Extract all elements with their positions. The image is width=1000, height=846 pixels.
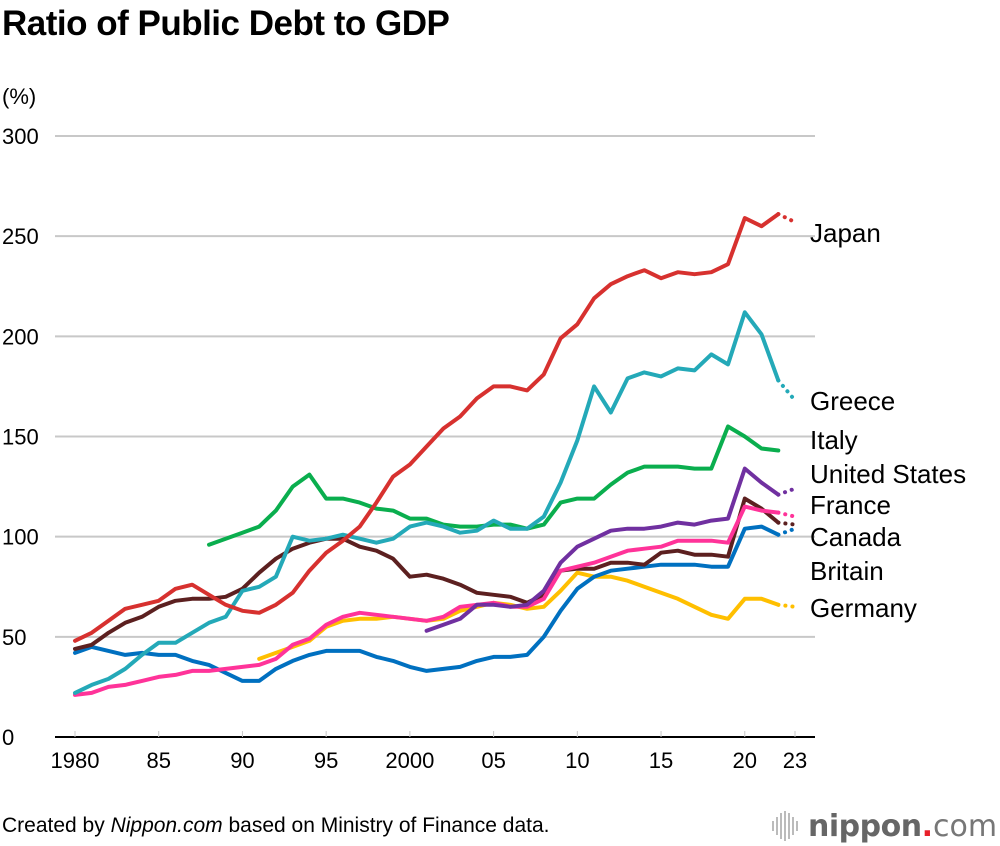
series-projection-germany <box>776 602 797 609</box>
y-tick-label: 300 <box>2 124 39 149</box>
y-tick-label: 50 <box>2 625 26 650</box>
logo-name: nippon <box>808 808 922 844</box>
y-tick-label: 100 <box>2 525 39 550</box>
series-label-canada: Canada <box>810 522 902 552</box>
series-projection-canada <box>776 520 797 527</box>
chart-title: Ratio of Public Debt to GDP <box>2 4 450 43</box>
y-tick-label: 0 <box>2 725 14 750</box>
x-tick-label: 10 <box>565 748 589 773</box>
series-label-germany: Germany <box>810 593 917 623</box>
logo-dot: . <box>921 808 933 844</box>
series-line-france <box>73 504 781 697</box>
series-label-japan: Japan <box>810 218 881 248</box>
series-projection-japan <box>776 212 797 225</box>
credit-line: Created by Nippon.com based on Ministry … <box>2 814 549 838</box>
x-tick-label: 1980 <box>51 748 100 773</box>
y-tick-label: 150 <box>2 425 39 450</box>
x-tick-label: 85 <box>146 748 170 773</box>
series-label-italy: Italy <box>810 425 858 455</box>
x-axis: 1980 85 90 95 2000 05 10 15 20 23 <box>51 731 815 773</box>
x-tick-label: 90 <box>230 748 254 773</box>
credit-suffix: based on Ministry of Finance data. <box>222 814 550 837</box>
x-tick-label: 23 <box>783 748 807 773</box>
series-label-france: France <box>810 490 891 520</box>
series-label-united-states: United States <box>810 459 966 489</box>
series-projection-greece <box>776 378 797 403</box>
series-line-germany <box>257 570 781 661</box>
credit-source: Nippon.com <box>110 814 223 837</box>
credit-prefix: Created by <box>2 814 111 837</box>
logo-tld: com <box>932 808 998 844</box>
series-line-italy <box>207 424 781 547</box>
y-tick-label: 250 <box>2 224 39 249</box>
series-line-britain <box>73 524 781 683</box>
nippon-logo[interactable]: nippon. com <box>772 806 997 846</box>
series-line-greece <box>73 310 781 695</box>
series-projection-united-states <box>776 486 797 497</box>
x-tick-label: 15 <box>649 748 673 773</box>
series-line-japan <box>73 212 781 643</box>
y-axis-unit: (%) <box>2 84 37 109</box>
series-projection-britain <box>776 526 797 537</box>
x-tick-label: 05 <box>481 748 505 773</box>
series-line-united-states <box>424 466 781 633</box>
series-label-britain: Britain <box>810 556 884 586</box>
series-line-canada <box>73 496 781 651</box>
series-label-greece: Greece <box>810 386 895 416</box>
y-axis-ticks: 0 50 100 150 200 250 300 <box>2 124 39 750</box>
x-tick-label: 95 <box>314 748 338 773</box>
x-tick-label: 2000 <box>385 748 434 773</box>
series-lines <box>73 212 797 697</box>
logo-bars-icon <box>772 811 800 841</box>
series-labels: Japan Greece Italy United StatesFranceCanad… <box>810 218 966 623</box>
gridlines <box>55 135 815 638</box>
y-tick-label: 200 <box>2 324 39 349</box>
line-chart: 0 50 100 150 200 250 300 1980 85 90 95 2000 05 10 15 2… <box>2 124 966 773</box>
x-tick-label: 20 <box>733 748 757 773</box>
series-projection-france <box>776 510 797 519</box>
